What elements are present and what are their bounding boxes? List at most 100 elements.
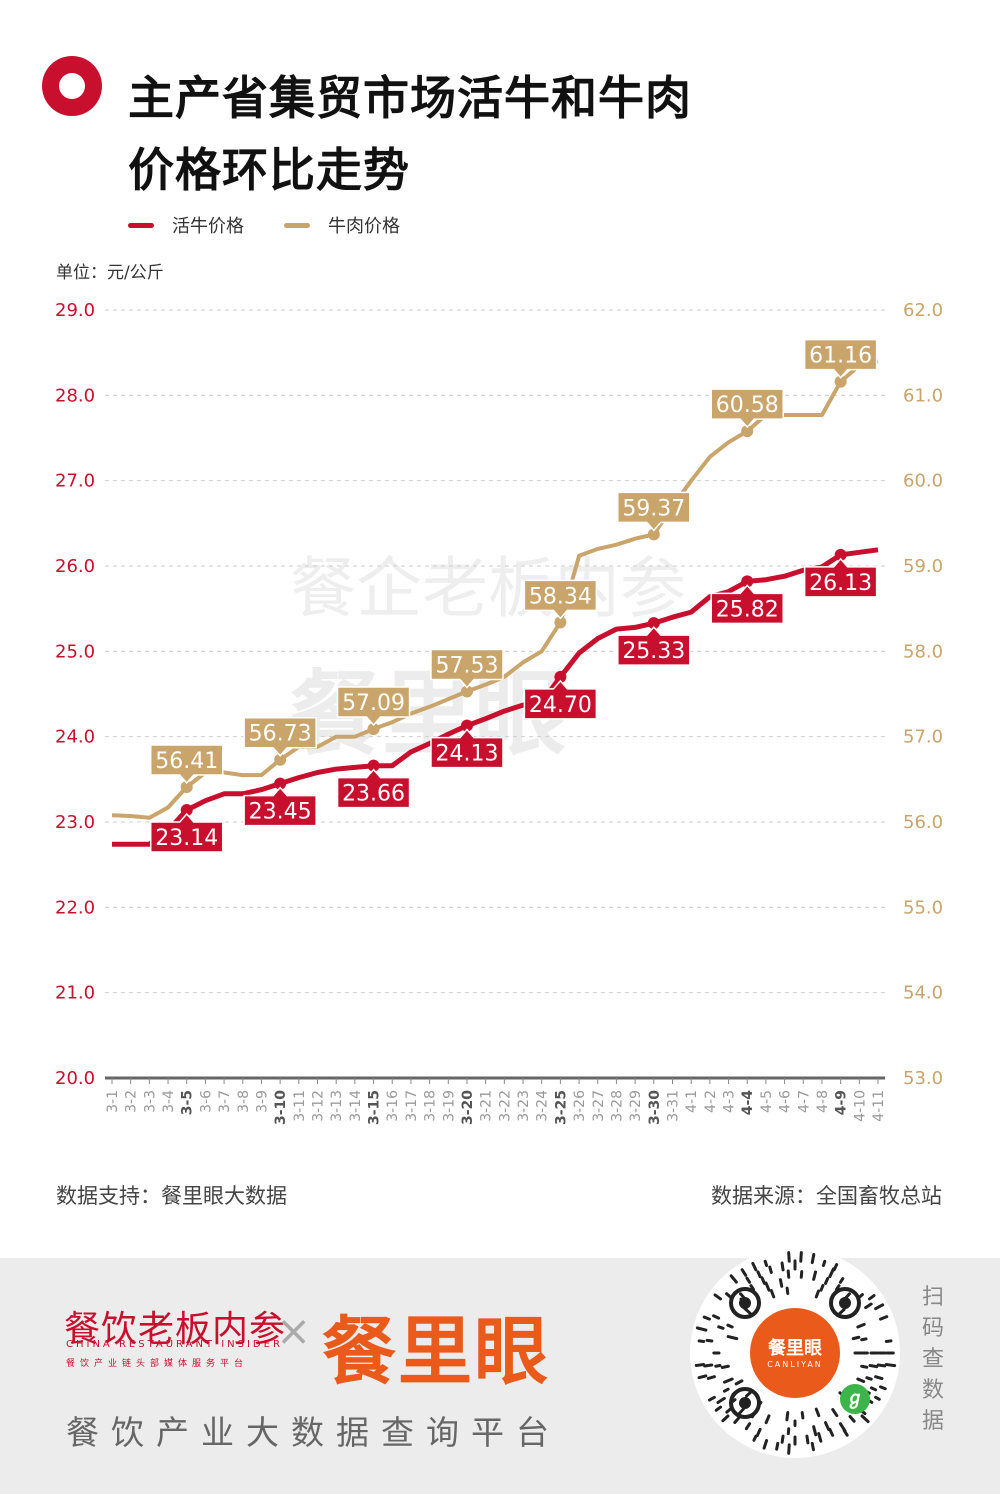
data-label-box-live <box>710 584 784 625</box>
data-point-beef <box>180 781 193 794</box>
data-label-box-live <box>803 557 878 598</box>
qr-dot <box>874 1395 881 1401</box>
x-tick-label: 3-13 <box>329 1090 345 1122</box>
qr-dot <box>805 1434 810 1445</box>
x-tick-label: 4-2 <box>703 1090 719 1113</box>
y-left-tick-label: 28.0 <box>55 385 95 406</box>
y-left-tick-label: 20.0 <box>55 1068 95 1089</box>
qr-dot <box>768 1265 773 1274</box>
y-left-tick-label: 27.0 <box>55 471 95 492</box>
legend-swatch-live-icon <box>128 222 154 228</box>
data-label-beef: 56.73 <box>249 722 312 747</box>
x-tick-label: 4-7 <box>796 1090 812 1113</box>
qr-dot <box>764 1281 771 1292</box>
qr-dot <box>810 1252 816 1265</box>
qr-dot <box>723 1377 734 1384</box>
title-bullet-icon <box>42 56 102 116</box>
data-label-live: 23.14 <box>155 826 218 851</box>
qr-dot <box>814 1289 820 1299</box>
data-point-beef <box>647 528 660 541</box>
qr-dot <box>867 1294 876 1301</box>
data-label-live: 24.13 <box>435 742 498 767</box>
data-label-live: 24.70 <box>529 693 592 718</box>
data-label-beef: 56.41 <box>155 749 218 774</box>
data-point-live <box>460 719 473 732</box>
x-tick-label: 3-6 <box>198 1090 214 1113</box>
x-tick-label: 3-28 <box>609 1090 625 1122</box>
qr-dot <box>717 1325 725 1330</box>
qr-dot <box>780 1434 785 1444</box>
qr-dot <box>706 1375 716 1380</box>
data-point-beef <box>741 425 754 438</box>
x-tick-label: 3-5 <box>180 1090 196 1115</box>
qr-dot <box>695 1326 708 1332</box>
x-tick-label: 4-1 <box>684 1090 700 1113</box>
x-tick-label: 3-27 <box>591 1090 607 1122</box>
data-label-live: 26.13 <box>809 571 872 596</box>
x-tick-label: 4-4 <box>740 1090 756 1116</box>
qr-dot <box>860 1414 870 1424</box>
x-tick-label: 4-10 <box>852 1090 868 1122</box>
data-point-live <box>367 759 380 772</box>
qr-dot <box>702 1315 711 1321</box>
qr-dot <box>838 1307 846 1315</box>
data-label-live: 23.66 <box>342 782 405 807</box>
x-tick-label: 3-23 <box>516 1090 532 1122</box>
y-right-tick-label: 59.0 <box>903 556 943 577</box>
qr-dot <box>775 1441 780 1451</box>
qr-dot <box>694 1363 706 1367</box>
brand-logo-subtitle: CHINA RESTAURANT INSIDER <box>66 1339 283 1350</box>
data-point-live <box>834 548 847 561</box>
x-tick-label: 4-5 <box>759 1090 775 1113</box>
data-label-beef: 59.37 <box>622 496 685 521</box>
data-label-beef: 58.34 <box>529 584 592 609</box>
qr-dot <box>726 1323 734 1329</box>
data-point-beef <box>367 722 380 735</box>
times-icon: × <box>276 1306 312 1355</box>
x-tick-label: 3-11 <box>292 1090 308 1122</box>
qr-dot <box>831 1408 839 1418</box>
data-label-box-live <box>523 679 598 720</box>
qr-dot <box>800 1411 805 1420</box>
x-tick-label: 3-4 <box>161 1090 177 1113</box>
data-label-box-beef <box>803 338 878 379</box>
data-point-live <box>741 575 754 588</box>
qr-dot <box>835 1284 841 1291</box>
data-label-live: 25.82 <box>716 597 779 622</box>
qr-dot <box>879 1385 887 1391</box>
qr-dot <box>713 1293 723 1301</box>
data-point-beef <box>460 685 473 698</box>
x-tick-label: 3-22 <box>497 1090 513 1122</box>
qr-dot <box>762 1438 769 1450</box>
y-right-tick-label: 61.0 <box>903 385 943 406</box>
qr-dot <box>720 1364 730 1369</box>
x-tick-label: 3-26 <box>572 1090 588 1122</box>
x-tick-label: 3-14 <box>348 1090 364 1122</box>
qr-center-text: 餐里眼 <box>768 1338 822 1359</box>
data-label-beef: 57.09 <box>342 691 405 716</box>
y-right-tick-label: 57.0 <box>903 727 943 748</box>
data-label-box-beef <box>336 686 411 727</box>
qr-dot <box>860 1337 868 1342</box>
qr-dot <box>745 1391 752 1398</box>
y-left-tick-label: 22.0 <box>55 897 95 918</box>
qr-dot <box>810 1441 815 1452</box>
qr-dot <box>838 1277 845 1284</box>
x-tick-label: 3-19 <box>441 1090 457 1122</box>
unit-label: 单位：元/公斤 <box>56 263 164 283</box>
qr-finder-dot <box>739 1297 751 1309</box>
mini-program-qr-code[interactable]: 餐里眼 CANLIYAN ℊ <box>690 1248 900 1458</box>
qr-dot <box>749 1284 755 1291</box>
qr-dot <box>819 1283 825 1292</box>
x-tick-label: 3-31 <box>665 1090 681 1122</box>
data-label-beef: 61.16 <box>809 344 872 369</box>
qr-dot <box>874 1375 884 1381</box>
qr-dot <box>874 1303 885 1311</box>
qr-dot <box>734 1379 744 1386</box>
qr-dot <box>721 1414 730 1423</box>
y-right-tick-label: 54.0 <box>903 983 943 1004</box>
x-tick-label: 3-18 <box>423 1090 439 1122</box>
qr-dot <box>817 1432 823 1443</box>
qr-dot <box>844 1292 851 1299</box>
qr-dot <box>756 1270 762 1279</box>
